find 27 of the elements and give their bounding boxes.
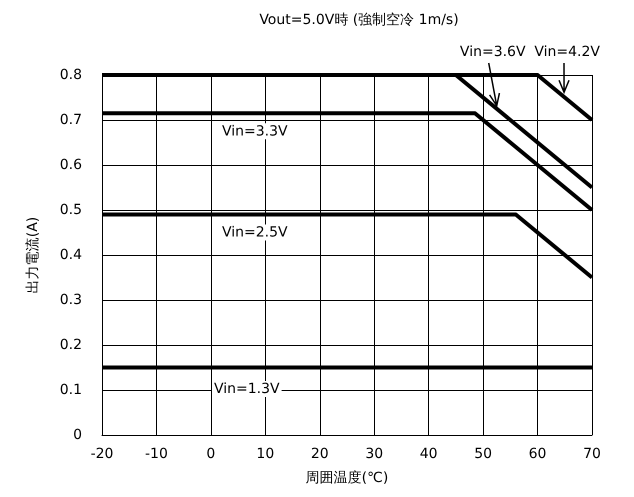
x-tick-label: 0 (206, 446, 216, 462)
y-tick-label: 0.8 (60, 67, 82, 83)
series-label: Vin=4.2V (534, 44, 600, 60)
series-label: Vin=3.6V (460, 44, 526, 60)
x-tick-label: 60 (528, 446, 546, 462)
x-tick-label: -10 (145, 446, 168, 462)
x-tick-label: -20 (90, 446, 114, 462)
x-axis-title: 周囲温度(℃) (306, 470, 388, 486)
y-tick-label: 0.3 (60, 292, 82, 308)
y-tick-label: 0.5 (60, 202, 82, 218)
y-tick-label: 0.2 (60, 337, 82, 353)
x-tick-label: 40 (420, 446, 438, 462)
y-tick-label: 0.4 (60, 247, 82, 263)
y-axis-title: 出力電流(A) (25, 216, 41, 294)
x-tick-label: 70 (583, 446, 601, 462)
series-label: Vin=2.5V (222, 224, 288, 240)
x-tick-label: 20 (310, 446, 329, 462)
y-tick-label: 0.1 (60, 382, 82, 398)
series-label: Vin=1.3V (214, 381, 280, 397)
x-tick-label: 50 (474, 446, 492, 462)
y-tick-label: 0.7 (60, 112, 82, 128)
x-tick-label: 30 (365, 446, 384, 462)
chart-title: Vout=5.0V時 (強制空冷 1m/s) (259, 12, 459, 28)
y-tick-label: 0.6 (60, 157, 82, 173)
x-tick-label: 10 (256, 446, 274, 462)
series-label: Vin=3.3V (222, 123, 288, 140)
y-tick-label: 0 (73, 427, 82, 443)
